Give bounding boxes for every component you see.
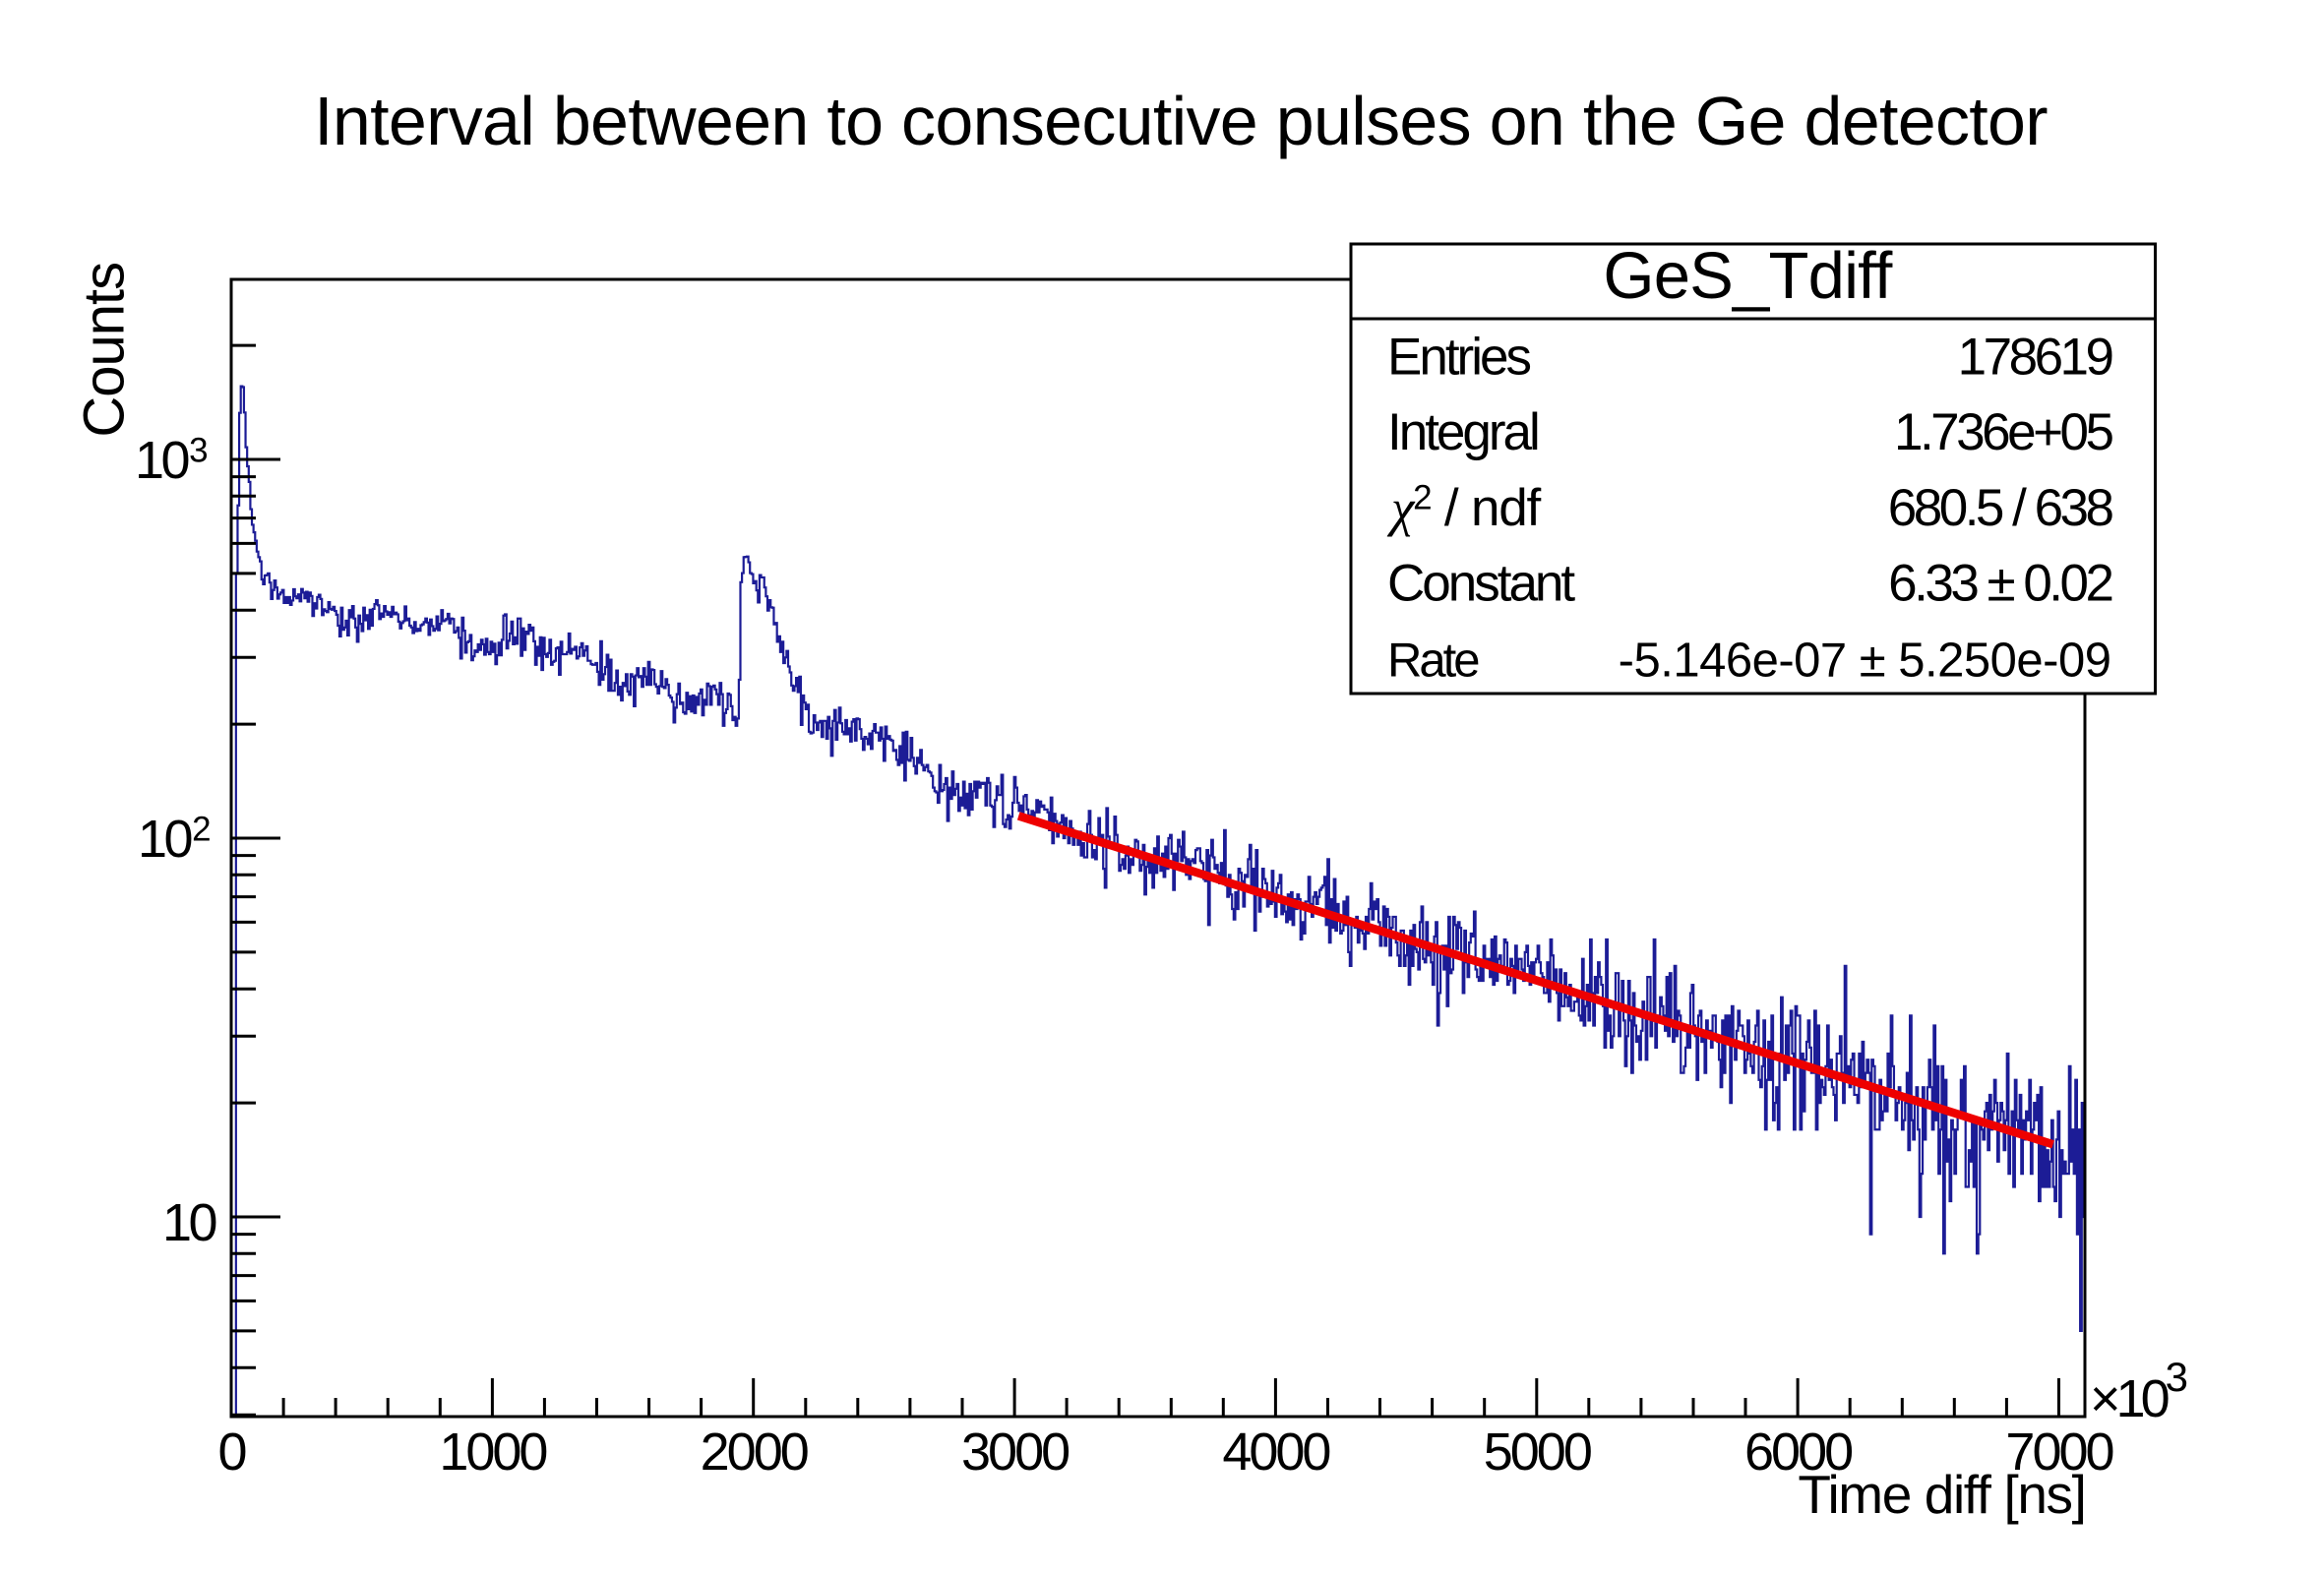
svg-text:2000: 2000 <box>701 1423 808 1482</box>
svg-text:3000: 3000 <box>961 1423 1069 1482</box>
svg-text:χ2 / ndf: χ2 / ndf <box>1386 479 1542 537</box>
svg-text:Entries: Entries <box>1387 328 1530 386</box>
svg-text:680.5 / 638: 680.5 / 638 <box>1888 479 2113 537</box>
svg-text:1000: 1000 <box>439 1423 546 1482</box>
svg-text:Counts: Counts <box>73 263 137 438</box>
svg-text:Time diff [ns]: Time diff [ns] <box>1798 1464 2085 1525</box>
svg-text:0: 0 <box>217 1423 245 1482</box>
svg-text:7000: 7000 <box>2005 1423 2112 1482</box>
svg-text:6.33 ± 0.02: 6.33 ± 0.02 <box>1888 555 2111 613</box>
svg-text:103: 103 <box>135 431 208 490</box>
svg-text:5000: 5000 <box>1484 1423 1591 1482</box>
svg-text:GeS_Tdiff: GeS_Tdiff <box>1603 239 1892 313</box>
svg-text:1.736e+05: 1.736e+05 <box>1894 403 2113 461</box>
svg-text:Interval between to consecutiv: Interval between to consecutive pulses o… <box>314 83 2048 159</box>
svg-text:10: 10 <box>162 1193 216 1252</box>
svg-text:Rate: Rate <box>1387 635 1479 688</box>
svg-text:6000: 6000 <box>1744 1423 1852 1482</box>
svg-text:Integral: Integral <box>1387 403 1538 461</box>
svg-text:4000: 4000 <box>1222 1423 1329 1482</box>
svg-text:-5.146e-07 ± 5.250e-09: -5.146e-07 ± 5.250e-09 <box>1619 635 2111 688</box>
svg-text:Constant: Constant <box>1387 555 1575 613</box>
svg-text:178619: 178619 <box>1958 328 2112 386</box>
